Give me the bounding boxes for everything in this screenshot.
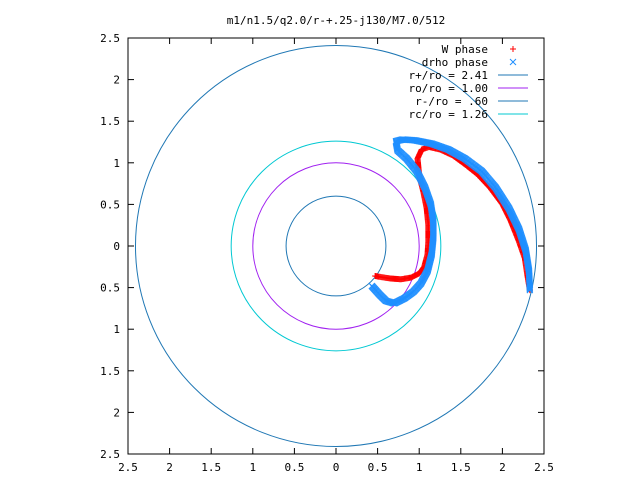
y-tick-label: 1 — [113, 157, 120, 170]
y-tick-label: 1.5 — [100, 115, 120, 128]
y-tick-label: 1.5 — [100, 365, 120, 378]
legend-swatch — [509, 58, 517, 66]
x-tick-label: 2.5 — [118, 461, 138, 474]
series-layer — [368, 136, 534, 307]
x-tick-label: 0 — [333, 461, 340, 474]
legend-label: ro/ro = 1.00 — [409, 82, 488, 95]
legend-label: W phase — [442, 43, 488, 56]
data-point — [368, 282, 376, 290]
y-tick-label: 0 — [113, 240, 120, 253]
y-tick-label: 2 — [113, 406, 120, 419]
circle-r-2 — [285, 195, 387, 297]
legend-swatch — [510, 46, 516, 52]
x-tick-label: 2 — [166, 461, 173, 474]
legend-label: drho phase — [422, 56, 488, 69]
x-tick-label: 2.5 — [534, 461, 554, 474]
x-tick-label: 1 — [416, 461, 423, 474]
y-tick-label: 2 — [113, 74, 120, 87]
data-point — [372, 272, 379, 279]
legend-label: r+/ro = 2.41 — [409, 69, 488, 82]
y-tick-label: 0.5 — [100, 198, 120, 211]
chart-title: m1/n1.5/q2.0/r-+.25-j130/M7.0/512 — [227, 14, 446, 27]
legend-label: r-/ro = .60 — [415, 95, 488, 108]
ticks-layer: 2.5 2 1.5 1 0.5 0 0.5 1 1.5 2 2.52.521.510.500.511… — [100, 32, 554, 474]
y-tick-label: 0.5 — [100, 282, 120, 295]
x-tick-label: 0.5 — [368, 461, 388, 474]
x-tick-label: 1.5 — [451, 461, 471, 474]
circles-layer — [134, 44, 538, 448]
circle-r-1 — [252, 162, 420, 330]
y-tick-label: 2.5 — [100, 448, 120, 461]
x-tick-label: 2 — [499, 461, 506, 474]
circle-r-3 — [230, 140, 442, 352]
series-drho-phase — [368, 136, 534, 307]
x-tick-label: 1.5 — [201, 461, 221, 474]
x-tick-label: 0.5 — [284, 461, 304, 474]
legend-label: rc/ro = 1.26 — [409, 108, 488, 121]
y-tick-label: 2.5 — [100, 32, 120, 45]
series-w-phase — [372, 143, 533, 294]
circle-r-0 — [134, 44, 538, 448]
y-tick-label: 1 — [113, 323, 120, 336]
x-tick-label: 1 — [249, 461, 256, 474]
